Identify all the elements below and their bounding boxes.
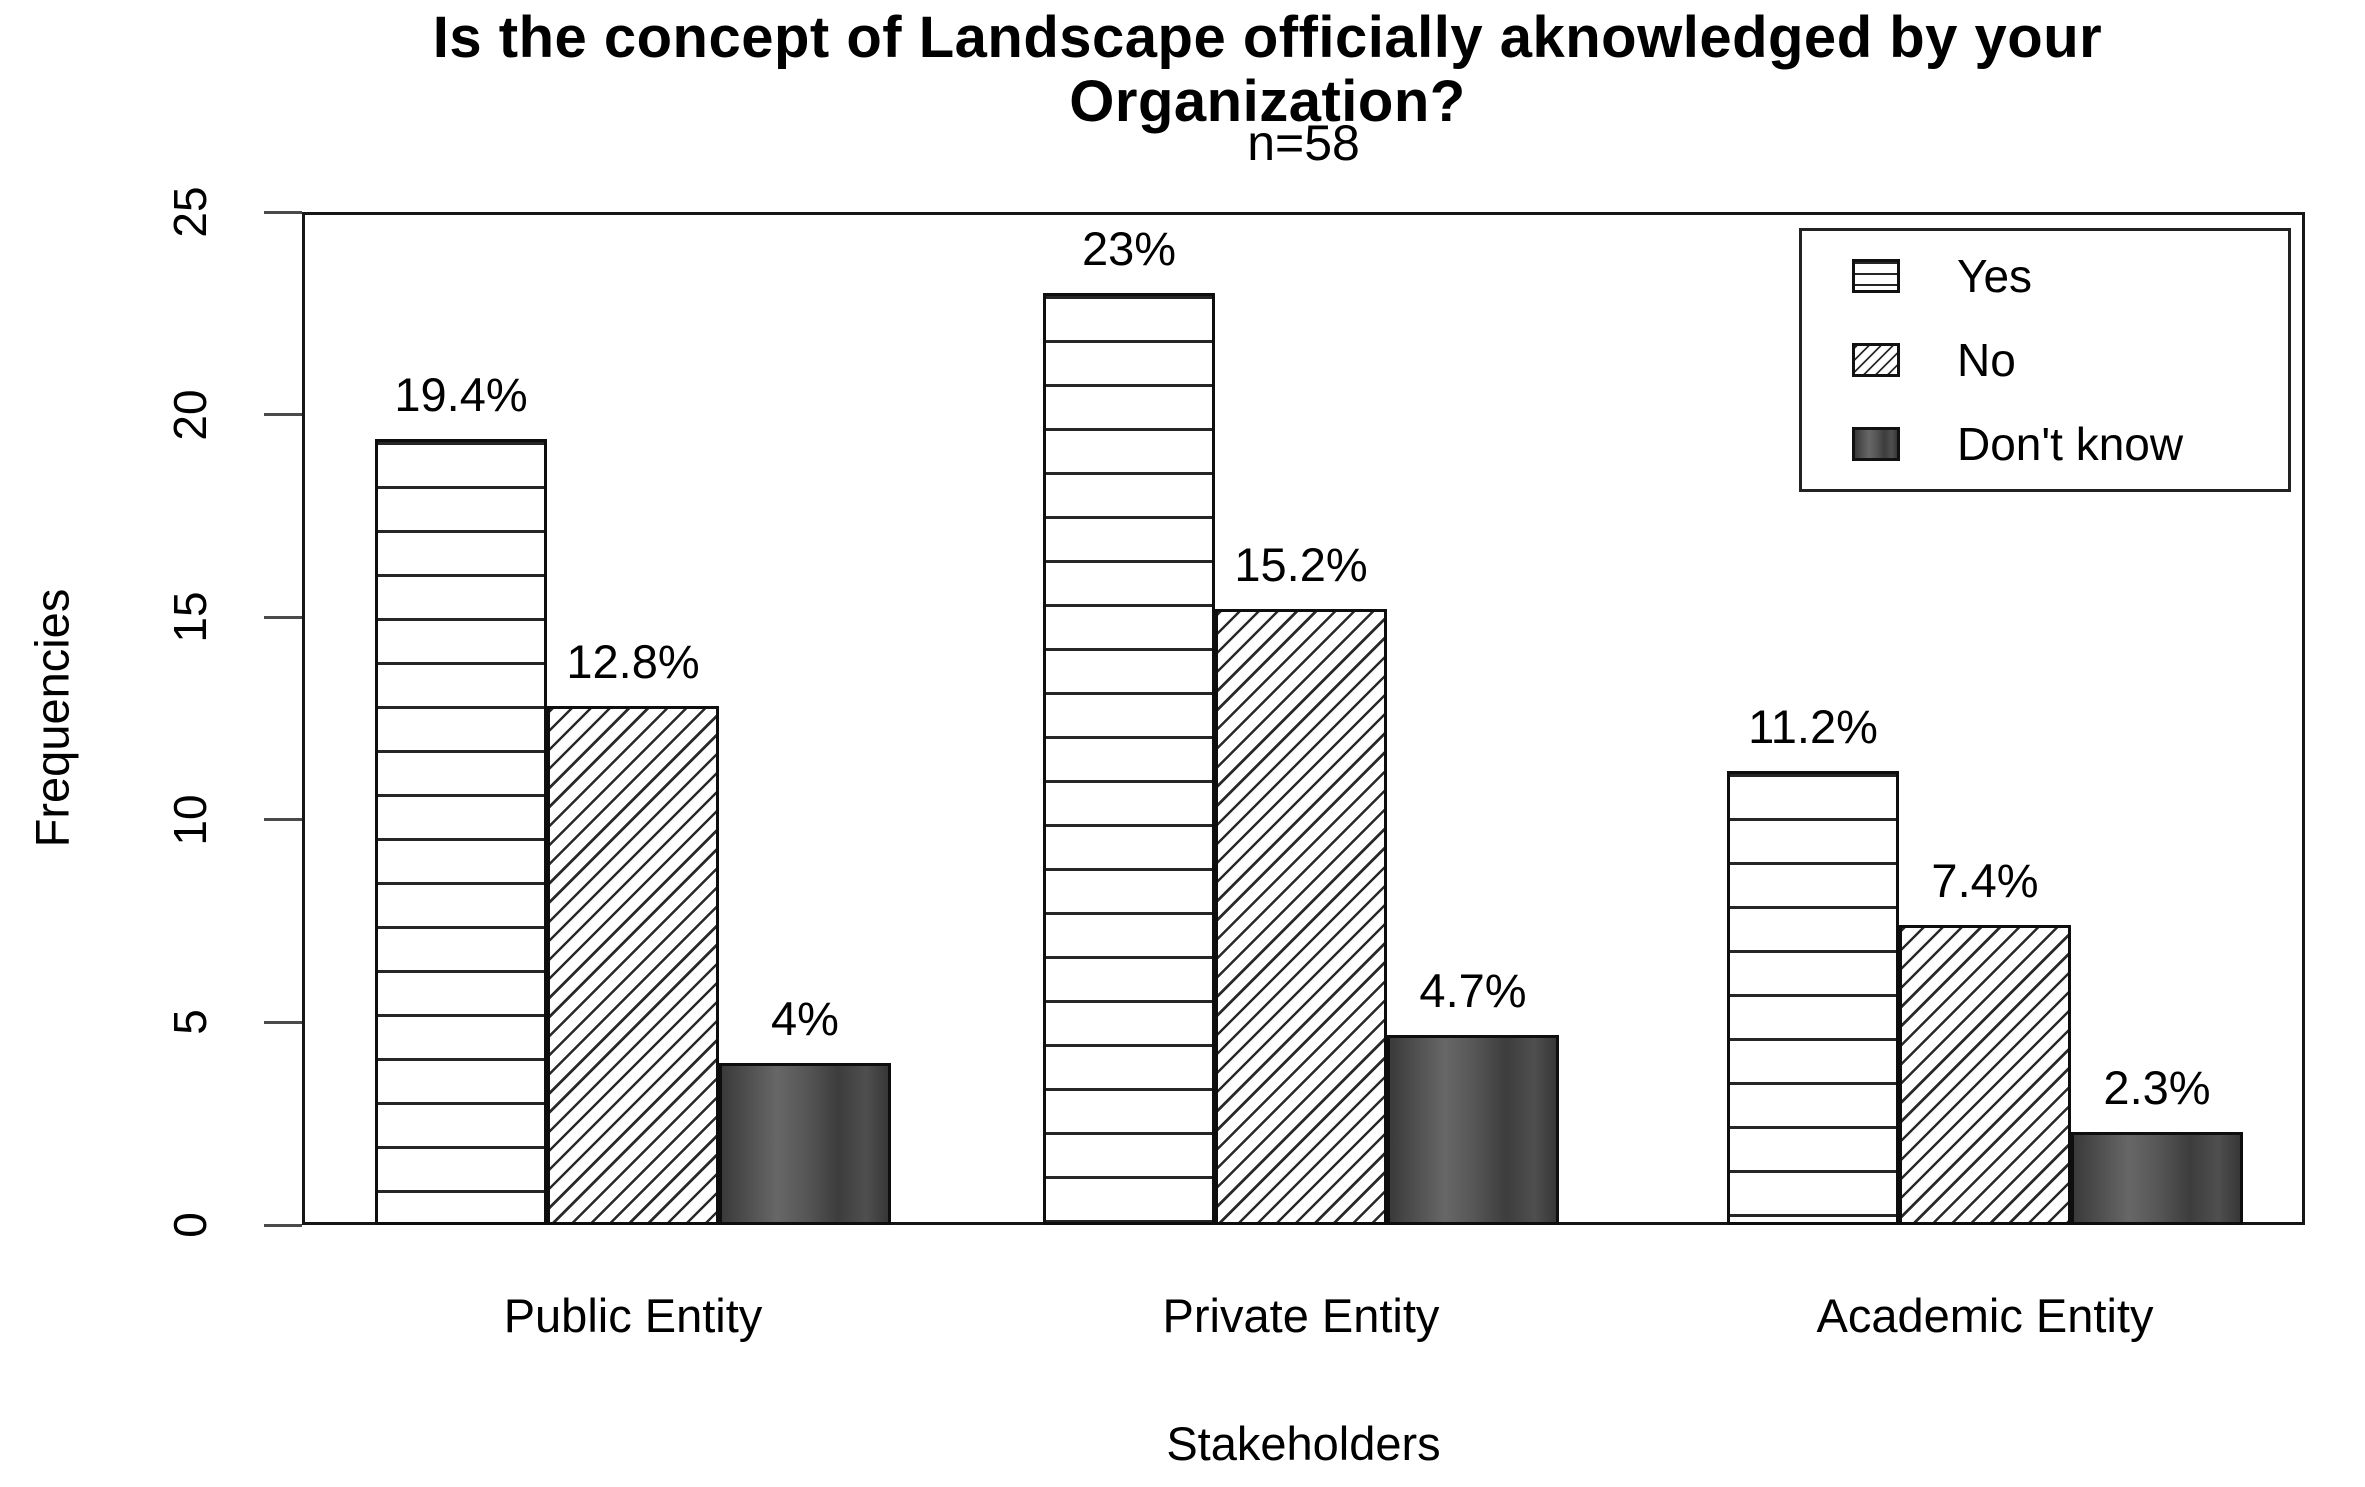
bar-yes-academic-entity (1727, 771, 1899, 1225)
y-tick-mark (264, 210, 302, 214)
bar-yes-private-entity (1043, 293, 1215, 1225)
y-tick-label: 5 (164, 1009, 216, 1036)
bar-value-label: 4.7% (1419, 963, 1527, 1017)
bar-don-t-know-private-entity (1387, 1034, 1559, 1225)
bar-don-t-know-academic-entity (2071, 1131, 2243, 1225)
bar-no-public-entity (547, 706, 719, 1225)
category-label-public-entity: Public Entity (503, 1289, 763, 1342)
y-tick-mark (264, 1020, 302, 1024)
sample-size-subtitle: n=58 (1247, 115, 1360, 171)
bar-value-label: 19.4% (394, 367, 528, 421)
bar-value-label: 2.3% (2103, 1060, 2211, 1114)
bar-no-academic-entity (1899, 925, 2071, 1225)
y-tick-mark (264, 413, 302, 417)
chart-title-line-2: Organization? (1069, 69, 1466, 134)
y-axis-label: Frequencies (25, 588, 79, 848)
y-tick-mark (264, 1223, 302, 1227)
bar-value-label: 15.2% (1234, 538, 1368, 592)
chart-title: Is the concept of Landscape officially a… (170, 6, 2365, 134)
y-tick-label: 20 (164, 389, 216, 441)
y-tick-label: 15 (164, 591, 216, 643)
bar-no-private-entity (1215, 609, 1387, 1225)
bar-value-label: 7.4% (1931, 854, 2039, 908)
category-label-academic-entity: Academic Entity (1816, 1289, 2154, 1342)
y-tick-label: 25 (164, 186, 216, 238)
bar-value-label: 4% (771, 991, 839, 1045)
legend-swatch-solid-dark-gray (1852, 427, 1900, 461)
legend-item-don-t-know: Don't know (1852, 417, 2288, 471)
legend-item-no: No (1852, 333, 2288, 387)
legend-swatch-diagonal-hatch (1852, 343, 1900, 377)
bar-value-label: 11.2% (1748, 700, 1878, 754)
y-tick-mark (264, 818, 302, 822)
category-label-private-entity: Private Entity (1162, 1289, 1440, 1342)
y-tick-mark (264, 615, 302, 619)
bar-yes-public-entity (375, 438, 547, 1225)
x-axis-label: Stakeholders (1166, 1417, 1441, 1470)
bar-value-label: 12.8% (566, 635, 700, 689)
legend-swatch-horizontal-lines (1852, 259, 1900, 293)
legend-label: Don't know (1957, 418, 2184, 470)
legend: Yes No Don't know (1799, 228, 2291, 492)
y-tick-label: 10 (164, 794, 216, 846)
legend-label: Yes (1957, 250, 2033, 302)
y-tick-label: 0 (164, 1212, 216, 1238)
legend-item-yes: Yes (1852, 249, 2288, 303)
bar-value-label: 23% (1081, 222, 1177, 276)
chart-title-line-1: Is the concept of Landscape officially a… (432, 5, 2103, 70)
legend-label: No (1957, 334, 2016, 386)
bar-don-t-know-public-entity (719, 1062, 891, 1225)
